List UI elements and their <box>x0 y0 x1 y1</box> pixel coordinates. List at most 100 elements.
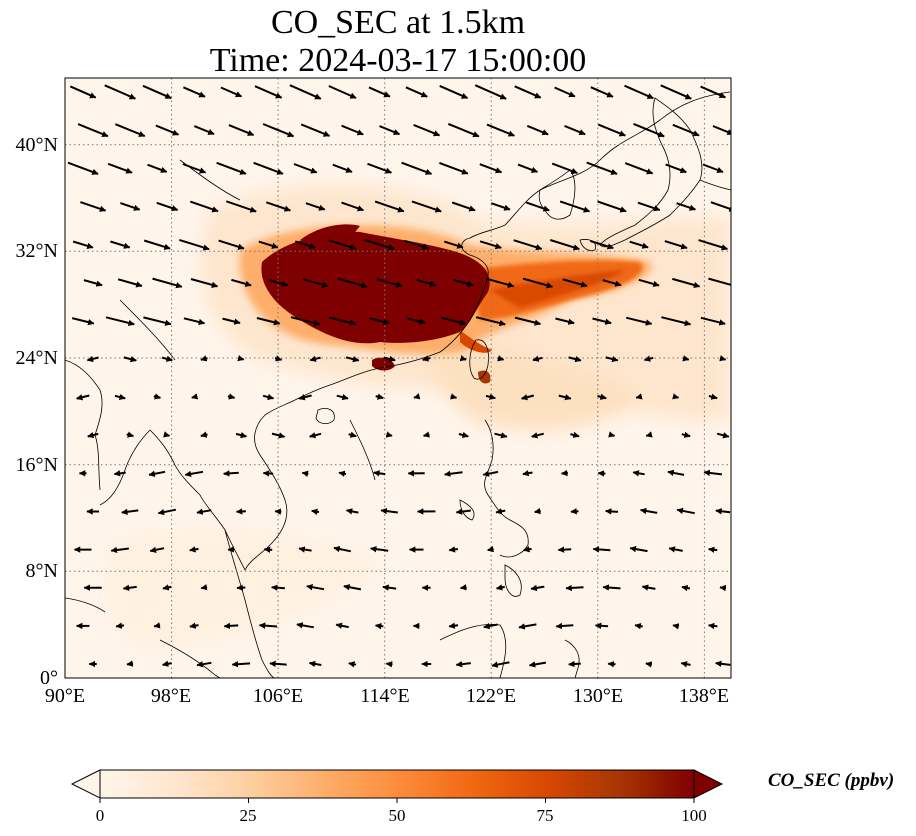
wind-arrow <box>223 470 239 477</box>
wind-arrow <box>348 431 357 438</box>
y-tick-40n: 40°N <box>15 134 58 156</box>
colorbar-extend-min <box>70 769 101 799</box>
wind-arrow <box>269 660 287 668</box>
wind-arrow <box>514 316 542 326</box>
wind-arrow <box>532 355 543 362</box>
wind-arrow <box>110 240 131 249</box>
wind-arrow <box>637 201 661 212</box>
wind-arrow <box>625 316 653 326</box>
wind-arrow <box>602 584 621 591</box>
wind-arrow <box>123 356 137 363</box>
y-tick-24n: 24°N <box>15 347 58 369</box>
wind-arrow <box>568 660 581 668</box>
wind-arrow <box>338 470 347 477</box>
wind-arrow <box>597 200 627 213</box>
wind-arrow <box>514 85 542 99</box>
wind-arrow <box>69 85 97 99</box>
wind-arrow <box>455 508 471 515</box>
wind-arrow <box>592 546 611 553</box>
wind-arrow <box>597 123 626 137</box>
wind-arrow <box>373 470 386 477</box>
x-tick-98e: 98°E <box>150 685 192 707</box>
wind-arrow <box>295 240 317 250</box>
wind-arrow <box>558 394 572 401</box>
wind-arrow <box>667 469 685 477</box>
wind-arrow <box>190 278 219 288</box>
wind-arrow <box>592 317 612 325</box>
wind-arrow <box>72 240 94 249</box>
wind-arrow <box>274 355 283 362</box>
wind-arrow <box>67 161 99 175</box>
wind-arrow <box>447 122 480 138</box>
wind-arrow <box>413 123 441 137</box>
wind-arrow <box>517 163 538 173</box>
wind-arrow <box>698 239 729 251</box>
wind-arrow <box>337 277 368 289</box>
wind-arrow <box>289 84 322 100</box>
wind-arrow <box>605 355 619 363</box>
wind-arrow <box>416 279 437 287</box>
wind-arrow <box>680 661 691 668</box>
wind-arrow <box>80 201 107 212</box>
wind-arrow <box>258 622 278 629</box>
x-tick-138e: 138°E <box>678 685 730 707</box>
y-tick-8n: 8°N <box>25 560 58 582</box>
wind-arrow <box>254 85 283 99</box>
wind-arrow <box>383 355 396 363</box>
wind-arrow <box>107 162 133 174</box>
wind-arrow <box>374 622 384 630</box>
wind-arrow <box>703 469 723 477</box>
wind-arrow <box>368 86 391 98</box>
wind-arrow <box>148 470 166 477</box>
wind-arrow <box>549 239 580 251</box>
colorbar-label: CO_SEC (ppbv) <box>768 770 895 791</box>
wind-arrow <box>375 393 384 400</box>
wind-arrow <box>633 122 665 138</box>
wind-arrow <box>401 161 433 175</box>
wind-arrow <box>483 622 498 630</box>
wind-arrow <box>708 277 731 286</box>
wind-arrow <box>182 163 207 174</box>
colorbar-tick-75: 75 <box>536 806 554 825</box>
wind-arrow <box>271 432 286 439</box>
wind-arrow <box>676 507 695 515</box>
wind-arrow <box>348 661 357 668</box>
wind-arrow <box>117 278 143 288</box>
wind-arrow <box>495 508 506 515</box>
wind-arrow <box>522 470 533 477</box>
wind-arrow <box>660 84 692 100</box>
wind-arrow <box>184 470 204 478</box>
wind-arrow <box>448 622 459 629</box>
wind-arrow <box>672 123 700 137</box>
wind-arrow <box>522 277 554 289</box>
wind-arrow <box>590 240 614 250</box>
wind-arrow <box>218 239 245 250</box>
wind-arrow <box>122 584 137 592</box>
wind-arrow <box>333 545 351 553</box>
wind-arrow <box>370 546 389 553</box>
wind-arrow <box>262 393 275 401</box>
wind-arrow <box>635 393 643 400</box>
wind-arrow <box>293 163 318 174</box>
wind-arrow <box>374 200 405 213</box>
wind-arrow <box>71 317 95 326</box>
wind-arrow <box>474 84 507 100</box>
wind-arrow <box>296 622 314 629</box>
wind-arrow <box>570 431 580 438</box>
wind-arrow <box>459 355 467 362</box>
wind-arrow <box>385 661 393 668</box>
wind-arrow <box>455 661 471 668</box>
wind-arrow <box>189 546 199 553</box>
wind-arrow <box>121 508 139 515</box>
wind-arrow <box>422 431 430 438</box>
wind-arrow <box>475 316 506 327</box>
wind-arrow <box>256 317 281 326</box>
wind-arrow <box>77 123 109 138</box>
wind-arrow <box>308 660 322 668</box>
wind-arrow <box>564 124 586 136</box>
wind-arrow <box>554 86 576 98</box>
y-tick-0: 0° <box>40 667 58 689</box>
wind-arrow <box>494 432 508 439</box>
wind-arrow <box>487 278 515 288</box>
wind-arrow <box>719 355 727 362</box>
